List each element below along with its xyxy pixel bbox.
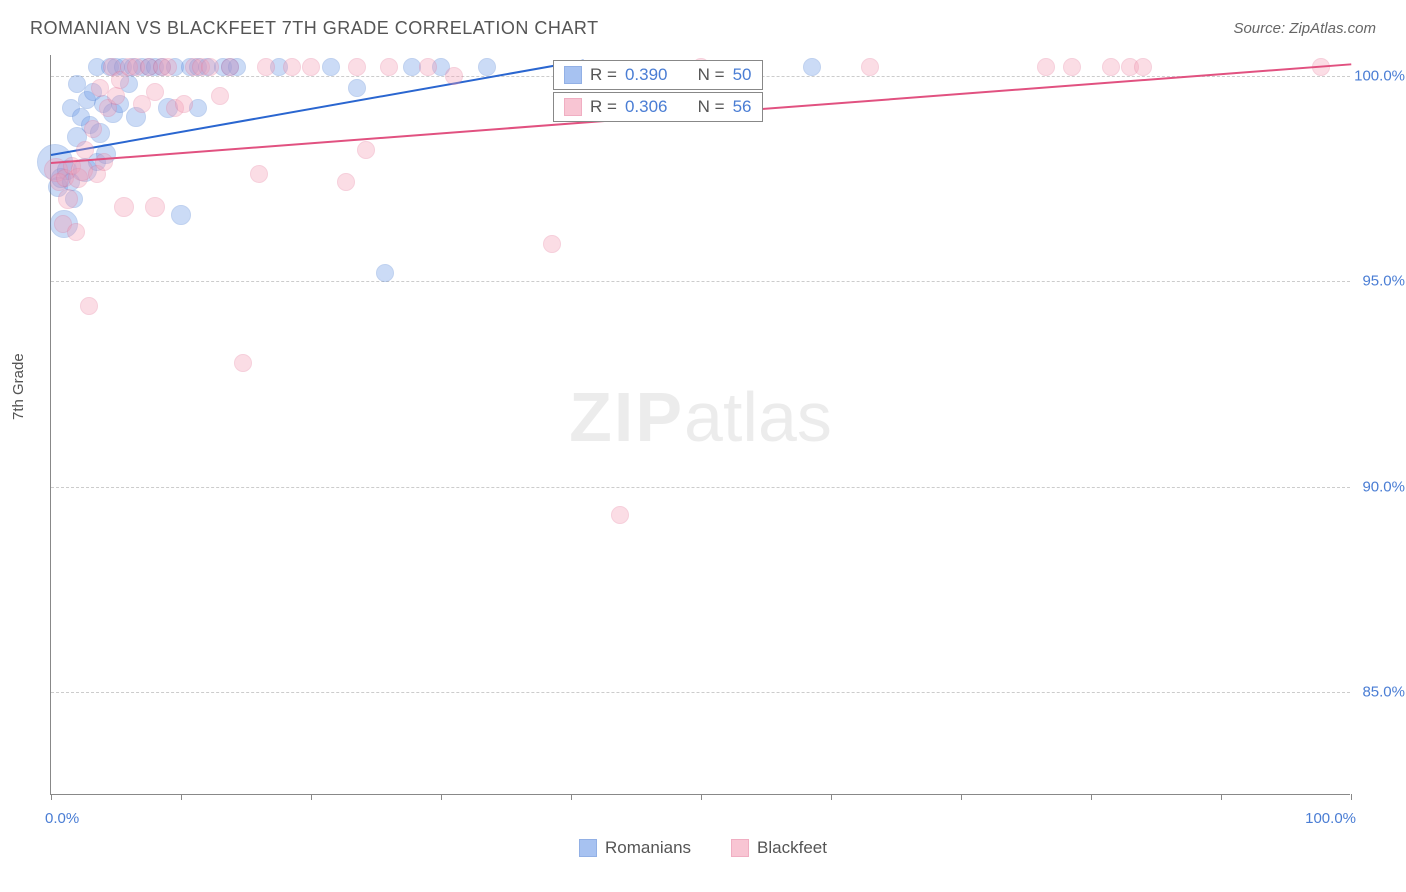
stats-box-0: R = 0.390 N = 50: [553, 60, 763, 90]
legend-swatch-blackfeet: [731, 839, 749, 857]
scatter-point-blackfeet: [234, 354, 252, 372]
scatter-point-blackfeet: [357, 141, 375, 159]
watermark-atlas: atlas: [684, 378, 832, 456]
scatter-point-romanians: [171, 205, 191, 225]
legend-swatch-romanians: [579, 839, 597, 857]
legend-item-blackfeet: Blackfeet: [731, 838, 827, 858]
x-tick: [961, 794, 962, 800]
scatter-point-blackfeet: [211, 87, 229, 105]
x-min-label: 0.0%: [45, 810, 79, 827]
scatter-point-blackfeet: [283, 58, 301, 76]
scatter-point-blackfeet: [257, 58, 275, 76]
stats-r-label: R =: [590, 65, 617, 85]
scatter-point-blackfeet: [107, 87, 125, 105]
legend-label-romanians: Romanians: [605, 838, 691, 858]
stats-box-1: R = 0.306 N = 56: [553, 92, 763, 122]
scatter-point-blackfeet: [145, 197, 165, 217]
scatter-point-romanians: [322, 58, 340, 76]
scatter-point-blackfeet: [1063, 58, 1081, 76]
gridline: [51, 487, 1350, 488]
y-tick-label: 90.0%: [1362, 478, 1405, 495]
y-axis-label: 7th Grade: [10, 353, 27, 420]
x-tick: [1351, 794, 1352, 800]
x-tick: [571, 794, 572, 800]
watermark: ZIPatlas: [569, 377, 832, 457]
scatter-point-blackfeet: [1037, 58, 1055, 76]
stats-swatch: [564, 98, 582, 116]
gridline: [51, 281, 1350, 282]
plot-area: ZIPatlas 85.0%90.0%95.0%100.0%: [50, 55, 1350, 795]
scatter-point-blackfeet: [543, 235, 561, 253]
legend: Romanians Blackfeet: [0, 838, 1406, 858]
stats-swatch: [564, 66, 582, 84]
scatter-point-blackfeet: [380, 58, 398, 76]
scatter-point-romanians: [376, 264, 394, 282]
x-tick: [51, 794, 52, 800]
scatter-point-romanians: [803, 58, 821, 76]
scatter-point-blackfeet: [445, 67, 463, 85]
chart-title: ROMANIAN VS BLACKFEET 7TH GRADE CORRELAT…: [30, 18, 599, 39]
scatter-point-blackfeet: [84, 120, 102, 138]
scatter-point-blackfeet: [611, 506, 629, 524]
scatter-point-blackfeet: [861, 58, 879, 76]
scatter-point-blackfeet: [80, 297, 98, 315]
scatter-point-blackfeet: [302, 58, 320, 76]
y-tick-label: 85.0%: [1362, 684, 1405, 701]
scatter-point-blackfeet: [95, 153, 113, 171]
scatter-point-blackfeet: [221, 58, 239, 76]
scatter-point-blackfeet: [58, 189, 78, 209]
x-tick: [311, 794, 312, 800]
scatter-point-blackfeet: [159, 58, 177, 76]
chart-source: Source: ZipAtlas.com: [1233, 20, 1376, 37]
gridline: [51, 692, 1350, 693]
scatter-point-blackfeet: [146, 83, 164, 101]
scatter-point-blackfeet: [419, 58, 437, 76]
x-tick: [441, 794, 442, 800]
x-tick: [181, 794, 182, 800]
stats-n-value: 50: [733, 65, 752, 85]
legend-item-romanians: Romanians: [579, 838, 691, 858]
x-tick: [701, 794, 702, 800]
scatter-point-blackfeet: [76, 141, 94, 159]
scatter-point-blackfeet: [201, 58, 219, 76]
scatter-point-blackfeet: [67, 223, 85, 241]
x-tick: [1221, 794, 1222, 800]
scatter-point-blackfeet: [250, 165, 268, 183]
legend-label-blackfeet: Blackfeet: [757, 838, 827, 858]
x-tick: [831, 794, 832, 800]
watermark-zip: ZIP: [569, 378, 684, 456]
stats-n-value: 56: [733, 97, 752, 117]
scatter-point-blackfeet: [114, 197, 134, 217]
scatter-point-blackfeet: [1102, 58, 1120, 76]
scatter-point-blackfeet: [337, 173, 355, 191]
stats-n-label: N =: [698, 65, 725, 85]
x-max-label: 100.0%: [1305, 810, 1356, 827]
scatter-point-romanians: [348, 79, 366, 97]
scatter-point-blackfeet: [1134, 58, 1152, 76]
y-tick-label: 95.0%: [1362, 273, 1405, 290]
stats-n-label: N =: [698, 97, 725, 117]
stats-r-value: 0.390: [625, 65, 668, 85]
x-tick: [1091, 794, 1092, 800]
y-tick-label: 100.0%: [1354, 67, 1405, 84]
stats-r-label: R =: [590, 97, 617, 117]
stats-r-value: 0.306: [625, 97, 668, 117]
scatter-point-blackfeet: [175, 95, 193, 113]
scatter-point-romanians: [478, 58, 496, 76]
scatter-point-blackfeet: [348, 58, 366, 76]
